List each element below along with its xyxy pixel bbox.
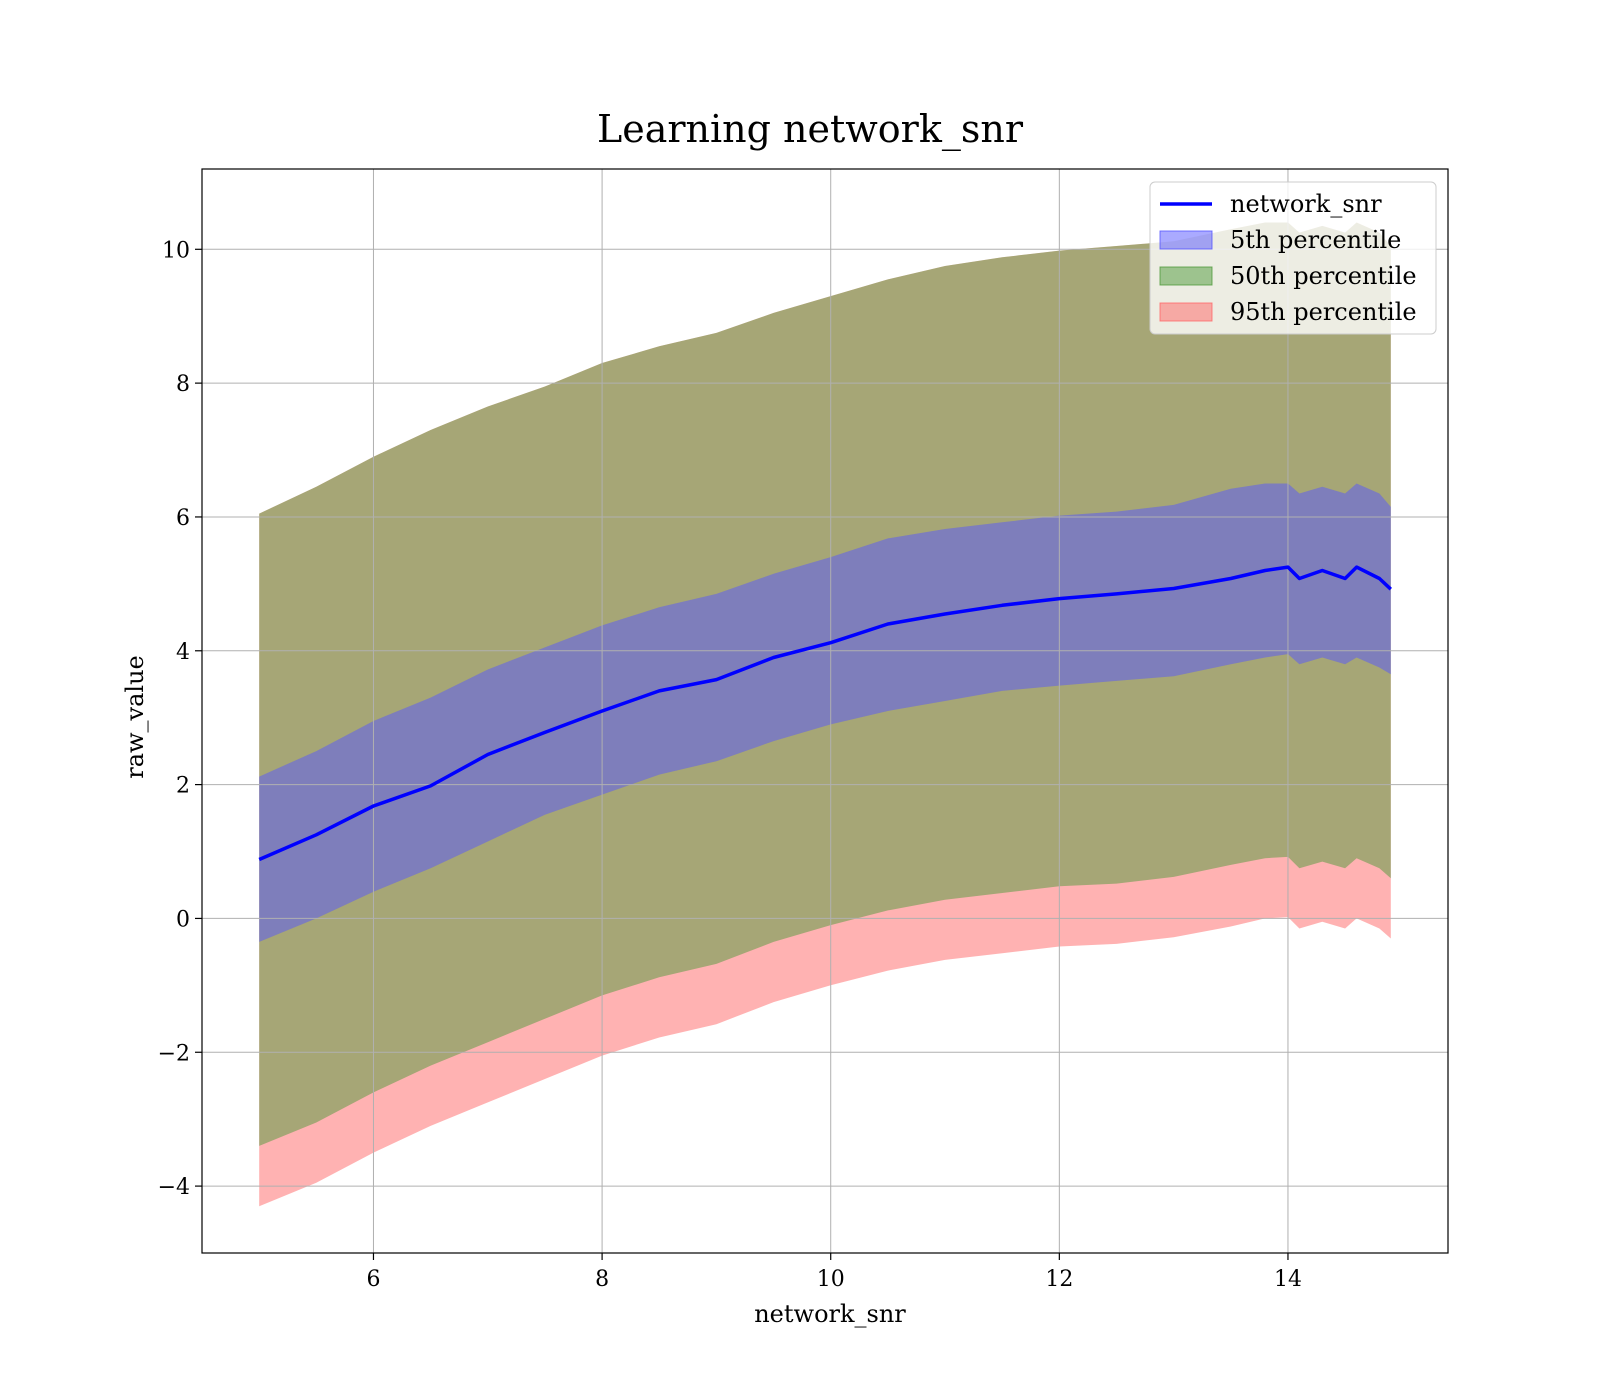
legend-label: 50th percentile xyxy=(1230,262,1417,290)
x-tick-label: 8 xyxy=(595,1267,609,1292)
legend-box xyxy=(1149,181,1437,335)
legend-swatch-patch xyxy=(1159,302,1213,322)
bands-layer xyxy=(259,222,1391,1207)
x-tick-label: 6 xyxy=(366,1267,380,1292)
legend-swatch-patch xyxy=(1159,266,1213,286)
legend: network_snr 5th percentile 50th percentile… xyxy=(1149,181,1437,335)
legend-label: 95th percentile xyxy=(1230,298,1417,326)
x-axis-label: network_snr xyxy=(754,1300,906,1328)
y-tick-label: 8 xyxy=(176,372,190,397)
chart-title: Learning network_snr xyxy=(597,107,1024,152)
line-layer xyxy=(258,565,1392,862)
y-axis-label: raw_value xyxy=(121,655,149,779)
y-tick-label: 10 xyxy=(162,238,190,263)
y-tick-label: 0 xyxy=(176,907,190,932)
x-tick-label: 10 xyxy=(817,1267,845,1292)
y-tick-label: −2 xyxy=(158,1041,190,1066)
legend-label: network_snr xyxy=(1230,190,1382,218)
y-tick-label: 2 xyxy=(176,774,190,799)
grid-layer xyxy=(202,169,1448,1253)
x-tick-label: 12 xyxy=(1045,1267,1073,1292)
band-5th-percentile xyxy=(259,483,1391,942)
y-tick-label: 6 xyxy=(176,506,190,531)
y-tick-label: 4 xyxy=(176,640,190,665)
y-tick-label: −4 xyxy=(158,1175,190,1200)
plot-frame xyxy=(201,168,1449,1254)
ticks-layer: 6 8 10 12 14 −4 −2 0 2 4 6 8 10 xyxy=(158,238,1302,1292)
x-tick-label: 14 xyxy=(1274,1267,1302,1292)
legend-swatch-patch xyxy=(1159,230,1213,250)
series-line-network-snr xyxy=(258,565,1392,862)
legend-label: 5th percentile xyxy=(1230,226,1401,254)
